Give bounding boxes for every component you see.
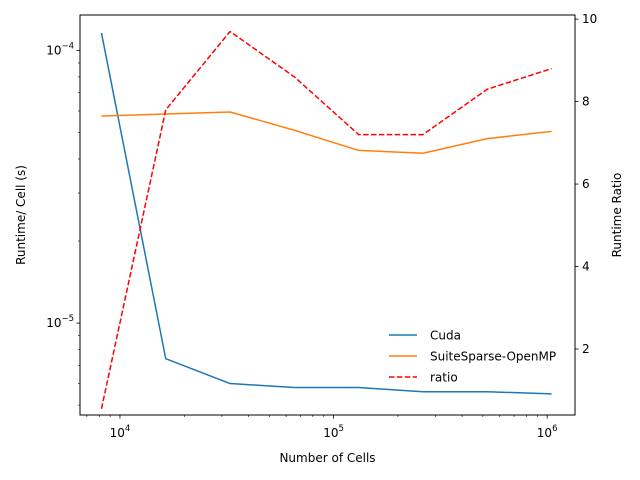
plot-frame bbox=[79, 14, 576, 416]
y2-tick-label: 10 bbox=[582, 12, 597, 26]
y-axis-ticks: 10−5 10−4 bbox=[46, 42, 80, 406]
x-tick-label: 105 bbox=[323, 424, 344, 440]
series-layer bbox=[100, 30, 552, 409]
y2-axis-ticks: 2 4 6 8 10 bbox=[575, 12, 597, 356]
x-tick-label: 104 bbox=[110, 424, 131, 440]
y2-tick-label: 6 bbox=[582, 177, 590, 191]
x-axis-title: Number of Cells bbox=[279, 451, 375, 465]
x-tick-label: 106 bbox=[537, 424, 558, 440]
legend-label-ratio: ratio bbox=[430, 371, 458, 385]
y-tick-label: 10−4 bbox=[46, 42, 74, 58]
y2-tick-label: 4 bbox=[582, 260, 590, 274]
legend-label-cuda: Cuda bbox=[430, 329, 461, 343]
y2-tick-label: 2 bbox=[582, 342, 590, 356]
y2-tick-label: 8 bbox=[582, 95, 590, 109]
y-axis-title: Runtime/ Cell (s) bbox=[14, 165, 28, 265]
series-line-cuda bbox=[100, 32, 552, 395]
legend-label-suitesparse: SuiteSparse-OpenMP bbox=[430, 350, 556, 364]
series-line-suitesparse-openmp bbox=[101, 111, 552, 154]
y-tick-label: 10−5 bbox=[46, 314, 74, 330]
x-axis-ticks: 104 105 106 bbox=[86, 415, 558, 440]
y2-axis-title: Runtime Ratio bbox=[610, 173, 624, 258]
legend: Cuda SuiteSparse-OpenMP ratio bbox=[389, 329, 556, 385]
